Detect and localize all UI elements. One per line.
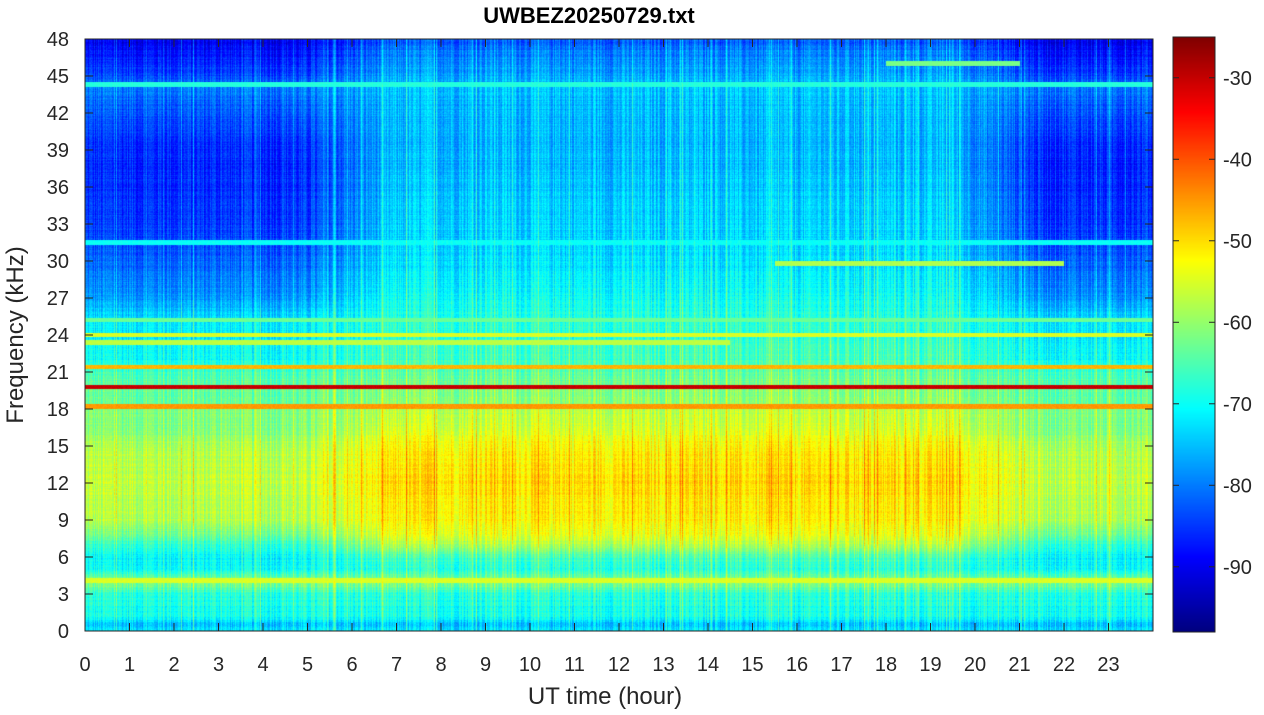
- colorbar-tick-label: -90: [1223, 557, 1252, 579]
- x-tick-label: 3: [213, 654, 224, 676]
- colorbar-tick-label: -80: [1223, 475, 1252, 497]
- x-tick-label: 19: [919, 654, 941, 676]
- x-tick-label: 12: [608, 654, 630, 676]
- x-tick-label: 0: [79, 654, 90, 676]
- x-tick-label: 9: [480, 654, 491, 676]
- y-tick-label: 42: [47, 103, 69, 125]
- y-tick-label: 21: [47, 362, 69, 384]
- x-tick-label: 8: [435, 654, 446, 676]
- y-tick-label: 27: [47, 288, 69, 310]
- x-tick-label: 17: [830, 654, 852, 676]
- y-tick-label: 48: [47, 29, 69, 51]
- x-axis-title: UT time (hour): [528, 683, 682, 710]
- x-tick-label: 20: [964, 654, 986, 676]
- x-tick-label: 5: [302, 654, 313, 676]
- y-tick-label: 36: [47, 177, 69, 199]
- y-tick-label: 45: [47, 66, 69, 88]
- x-tick-label: 4: [257, 654, 268, 676]
- y-tick-label: 30: [47, 251, 69, 273]
- chart-title: UWBEZ20250729.txt: [483, 3, 695, 28]
- x-tick-label: 23: [1097, 654, 1119, 676]
- y-tick-label: 15: [47, 436, 69, 458]
- x-tick-label: 10: [519, 654, 541, 676]
- x-tick-label: 7: [391, 654, 402, 676]
- x-tick-label: 22: [1053, 654, 1075, 676]
- x-tick-label: 18: [875, 654, 897, 676]
- x-axis: 0 1 2 3 4 5 6 7 8 9 10 11 12 13 14 15 16 17 18 19 20 21 22 23: [79, 39, 1120, 676]
- y-tick-label: 12: [47, 473, 69, 495]
- colorbar-tick-label: -60: [1223, 312, 1252, 334]
- colorbar-tick-label: -30: [1223, 68, 1252, 90]
- y-tick-label: 18: [47, 399, 69, 421]
- y-tick-label: 3: [58, 584, 69, 606]
- x-tick-label: 6: [346, 654, 357, 676]
- x-tick-label: 1: [124, 654, 135, 676]
- x-tick-label: 15: [741, 654, 763, 676]
- y-tick-label: 0: [58, 621, 69, 643]
- y-tick-label: 39: [47, 140, 69, 162]
- colorbar-tick-label: -40: [1223, 149, 1252, 171]
- colorbar: [1173, 37, 1215, 632]
- x-tick-label: 21: [1008, 654, 1030, 676]
- colorbar-axis: -90 -80 -70 -60 -50 -40 -30: [1173, 68, 1252, 579]
- x-tick-label: 11: [564, 654, 585, 676]
- x-tick-label: 16: [786, 654, 808, 676]
- x-tick-label: 14: [697, 654, 719, 676]
- y-tick-label: 33: [47, 214, 69, 236]
- x-tick-label: 13: [652, 654, 674, 676]
- y-tick-label: 9: [58, 510, 69, 532]
- y-tick-label: 6: [58, 547, 69, 569]
- y-tick-label: 24: [47, 325, 69, 347]
- spectrogram-heatmap: [85, 39, 1153, 631]
- x-tick-label: 2: [168, 654, 179, 676]
- colorbar-tick-label: -70: [1223, 394, 1252, 416]
- y-axis-title: Frequency (kHz): [2, 246, 29, 423]
- colorbar-tick-label: -50: [1223, 231, 1252, 253]
- colorbar-frame: [1172, 36, 1216, 633]
